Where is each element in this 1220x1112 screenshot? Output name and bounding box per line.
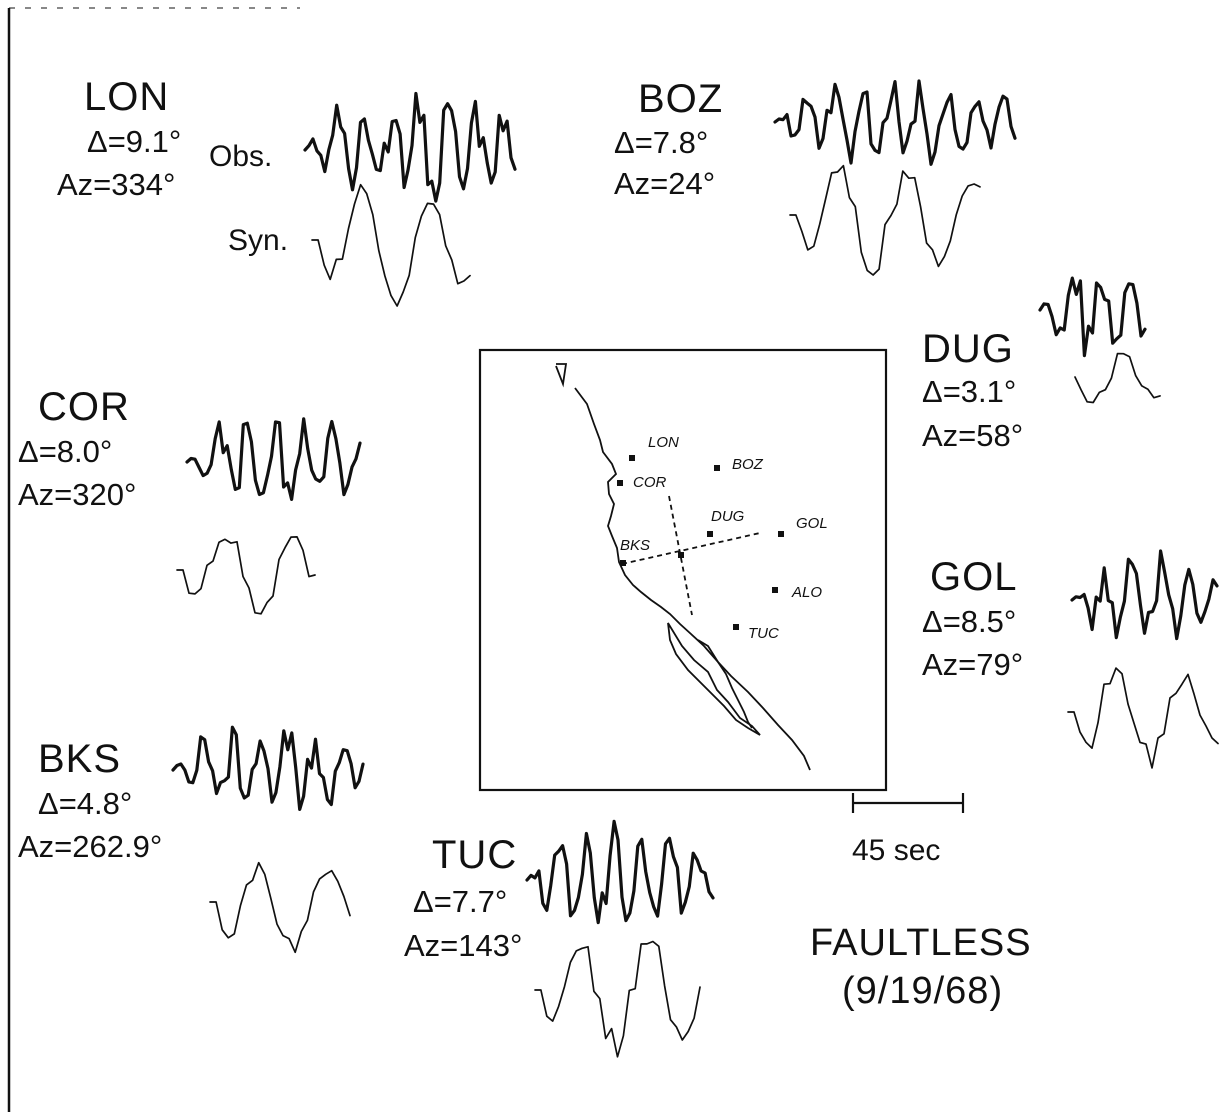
trace-dug [1038,276,1161,404]
synthetic-trace-boz [789,164,981,276]
svg-text:Δ=7.8°: Δ=7.8° [614,125,708,160]
syn-label: Syn. [228,224,288,257]
baja-east-shore [697,639,753,729]
station-label-cor: COR Δ=8.0° Az=320° [18,385,136,512]
baja-peninsula [667,622,761,736]
trace-tuc [525,819,715,1058]
svg-text:Az=334°: Az=334° [57,167,175,202]
svg-text:Az=262.9°: Az=262.9° [18,829,162,864]
map-station-boz: BOZ [714,456,764,473]
profile-line-north-south [668,495,693,616]
map-station-alo: ALO [772,584,822,601]
svg-text:Az=143°: Az=143° [404,928,522,963]
synthetic-trace-gol [1067,667,1219,769]
obs-label: Obs. [209,140,272,173]
svg-text:COR: COR [633,474,667,491]
svg-text:DUG: DUG [922,327,1014,371]
svg-text:GOL: GOL [796,515,828,532]
svg-text:TUC: TUC [748,625,779,642]
svg-text:BOZ: BOZ [732,456,764,473]
synthetic-trace-dug [1074,352,1161,404]
synthetic-trace-bks [209,861,351,954]
svg-text:Δ=9.1°: Δ=9.1° [87,124,181,159]
map-station-dug: DUG [707,508,745,537]
station-label-dug: DUG Δ=3.1° Az=58° [922,327,1023,453]
svg-text:Az=58°: Az=58° [922,418,1023,453]
svg-text:Δ=7.7°: Δ=7.7° [413,884,507,919]
synthetic-trace-lon [311,183,471,307]
trace-lon [303,91,517,307]
event-name: FAULTLESS [810,922,1032,964]
station-label-bks: BKS Δ=4.8° Az=262.9° [18,737,162,864]
trace-cor [176,417,362,615]
svg-text:Δ=3.1°: Δ=3.1° [922,374,1016,409]
event-date: (9/19/68) [842,970,1003,1012]
observed-trace-cor [185,417,362,501]
svg-text:Δ=8.0°: Δ=8.0° [18,434,112,469]
station-label-tuc: TUC Δ=7.7° Az=143° [404,833,522,963]
scale-bar-label: 45 sec [852,834,940,867]
svg-text:Az=24°: Az=24° [614,166,715,201]
observed-trace-tuc [525,819,715,925]
svg-text:BKS: BKS [38,737,121,781]
profile-line-east-west [621,532,761,565]
observed-trace-boz [773,79,1017,166]
trace-boz [773,79,1017,276]
svg-text:Az=79°: Az=79° [922,647,1023,682]
svg-text:DUG: DUG [711,508,745,525]
station-label-gol: GOL Δ=8.5° Az=79° [922,555,1023,682]
coastline [555,363,811,771]
svg-text:COR: COR [38,385,130,429]
observed-trace-dug [1038,276,1147,358]
svg-text:Az=320°: Az=320° [18,477,136,512]
svg-text:TUC: TUC [432,833,517,877]
observed-trace-lon [303,91,517,203]
station-label-lon: LON Δ=9.1° Az=334° [57,75,181,202]
svg-text:GOL: GOL [930,555,1017,599]
map-station-bks: BKS [620,537,650,566]
map-station-lon: LON [629,434,679,461]
station-label-boz: BOZ Δ=7.8° Az=24° [614,77,723,201]
svg-text:BOZ: BOZ [638,77,723,121]
svg-text:LON: LON [648,434,679,451]
synthetic-trace-tuc [534,940,701,1058]
map-station-cor: COR [617,474,667,491]
observed-trace-bks [171,725,365,811]
synthetic-trace-cor [176,536,316,615]
time-scale-bar: 45 sec [851,793,965,867]
svg-text:ALO: ALO [791,584,822,601]
source-marker [678,552,684,558]
svg-text:LON: LON [84,75,169,119]
trace-gol [1067,549,1219,769]
map-station-gol: GOL [778,515,828,537]
observed-trace-gol [1070,549,1219,641]
inset-map: LON BOZ COR DUG GOL BKS ALO TUC [478,348,888,792]
svg-text:Δ=4.8°: Δ=4.8° [38,786,132,821]
svg-text:BKS: BKS [620,537,650,554]
map-station-tuc: TUC [733,624,779,642]
trace-bks [171,725,365,954]
svg-text:Δ=8.5°: Δ=8.5° [922,604,1016,639]
